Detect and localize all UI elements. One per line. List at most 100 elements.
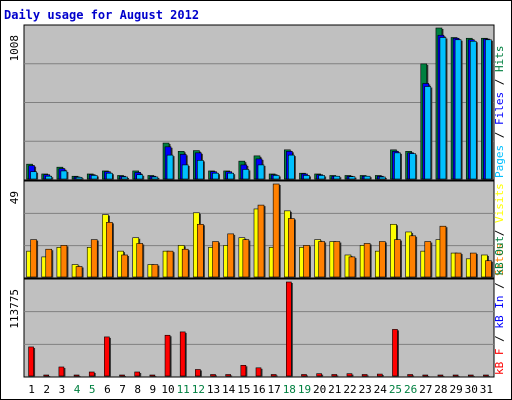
bar-visits-sites-sites-12 <box>197 223 204 278</box>
bar-hits-files-pages-pages-3 <box>60 170 68 180</box>
bar-visits-sites-sites-19 <box>303 245 310 278</box>
legend-item: Pages <box>493 145 506 178</box>
bar-kbf-kbin-kbout-kb-f-13 <box>210 374 216 377</box>
bar-hits-files-pages-pages-14 <box>227 172 234 180</box>
x-tick-label: 8 <box>134 383 141 396</box>
chart-title: Daily usage for August 2012 <box>4 8 200 22</box>
x-tick-label: 28 <box>434 383 447 396</box>
legend-item: / <box>493 223 506 243</box>
bar-hits-files-pages-pages-17 <box>272 175 280 180</box>
legend-item: Visits <box>493 183 506 223</box>
bar-visits-sites-sites-22 <box>348 256 356 278</box>
bar-hits-files-pages-pages-22 <box>348 176 356 180</box>
bar-visits-sites-sites-8 <box>136 243 144 278</box>
bar-visits-sites-sites-16 <box>257 204 265 278</box>
bar-visits-sites-sites-29 <box>454 252 462 278</box>
bar-kbf-kbin-kbout-kb-f-14 <box>225 374 231 377</box>
bar-hits-files-pages-pages-1 <box>30 171 37 180</box>
bar-shadow <box>454 376 460 377</box>
bar-kbf-kbin-kbout-kb-f-30 <box>467 374 474 377</box>
x-tick-label: 20 <box>313 383 326 396</box>
x-tick-label: 19 <box>298 383 311 396</box>
bar-shadow <box>151 376 157 377</box>
x-tick-label: 13 <box>207 383 220 396</box>
bar-hits-files-pages-pages-27 <box>424 86 432 180</box>
chart-panel-kbf-kbin-kbout: 113775 kB F / kB In / kB Out <box>8 236 506 378</box>
bar-kbf-kbin-kbout-kb-f-20 <box>316 373 322 377</box>
bar-hits-files-pages-pages-23 <box>363 175 371 180</box>
legend-item: Hits <box>493 46 506 73</box>
x-tick-label: 21 <box>328 383 341 396</box>
legend-item: / <box>493 329 506 349</box>
bar-hits-files-pages-pages-20 <box>318 175 325 180</box>
bar-hits-files-pages-pages-7 <box>121 176 128 180</box>
bar-kbf-kbin-kbout-kb-f-8 <box>134 371 141 377</box>
bar-kbf-kbin-kbout-kb-f-4 <box>73 374 80 377</box>
bar-hits-files-pages-pages-24 <box>378 176 386 180</box>
bar-shadow <box>484 376 490 377</box>
legend-item: Files <box>493 92 506 125</box>
bar-kbf-kbin-kbout-kb-f-18 <box>286 281 292 377</box>
x-tick-label: 25 <box>389 383 402 396</box>
bar-kbf-kbin-kbout-kb-f-5 <box>88 371 95 377</box>
bar-visits-sites-sites-15 <box>242 239 250 278</box>
x-tick-label: 2 <box>43 383 50 396</box>
bar-shadow <box>469 376 475 377</box>
bar-shadow <box>121 376 127 377</box>
x-tick-label: 27 <box>419 383 432 396</box>
x-tick-label: 30 <box>465 383 478 396</box>
bar-kbf-kbin-kbout-kb-f-16 <box>255 367 262 377</box>
bar-visits-sites-sites-25 <box>394 239 401 278</box>
bar-kbf-kbin-kbout-kb-f-26 <box>407 374 413 377</box>
x-tick-label: 3 <box>59 383 66 396</box>
bar-visits-sites-sites-1 <box>30 239 37 278</box>
bar-kbf-kbin-kbout-kb-f-25 <box>392 329 398 377</box>
bar-kbf-kbin-kbout-kb-f-9 <box>149 374 156 377</box>
legend-visits-sites: Sites / Visits <box>493 183 506 276</box>
legend-item: / <box>493 72 506 92</box>
bar-shadow <box>75 376 81 377</box>
y-max-label: 113775 <box>8 289 21 329</box>
x-tick-label: 11 <box>177 383 190 396</box>
bar-hits-files-pages-pages-28 <box>439 37 447 180</box>
bar-hits-files-pages-pages-11 <box>181 164 189 180</box>
legend-item: kB In <box>493 296 506 329</box>
bar-hits-files-pages-pages-9 <box>151 176 159 180</box>
bar-hits-files-pages-pages-2 <box>45 175 53 180</box>
bar-kbf-kbin-kbout-kb-f-12 <box>195 369 201 377</box>
x-tick-label: 1 <box>28 383 35 396</box>
bar-kbf-kbin-kbout-kb-f-24 <box>376 373 383 377</box>
x-tick-label: 4 <box>74 383 81 396</box>
x-tick-label: 6 <box>104 383 111 396</box>
x-tick-label: 16 <box>252 383 265 396</box>
bar-hits-files-pages-pages-6 <box>106 172 113 180</box>
x-tick-label: 10 <box>161 383 174 396</box>
bar-visits-sites-sites-20 <box>318 241 325 278</box>
panel-background <box>23 278 495 378</box>
legend-item: Sites <box>493 243 506 276</box>
bar-visits-sites-sites-5 <box>90 239 98 278</box>
bar-visits-sites-sites-24 <box>378 241 386 278</box>
x-tick-label: 7 <box>119 383 126 396</box>
bar-kbf-kbin-kbout-kb-f-10 <box>164 334 171 377</box>
bar-kbf-kbin-kbout-kb-f-15 <box>240 365 247 377</box>
legend-kbf-kbin-kbout: kB F / kB In / kB Out <box>493 236 506 375</box>
chart-panel-visits-sites: 49 Sites / Visits <box>8 180 506 279</box>
bar-kbf-kbin-kbout-kb-f-19 <box>301 374 307 377</box>
bar-shadow <box>45 376 51 377</box>
bar-hits-files-pages-pages-4 <box>75 176 83 180</box>
bar-kbf-kbin-kbout-kb-f-29 <box>452 374 459 377</box>
bar-hits-files-pages-pages-12 <box>197 160 204 180</box>
bar-visits-sites-sites-13 <box>212 241 219 278</box>
bar-visits-sites-sites-26 <box>409 235 416 278</box>
legend-item: / <box>493 276 506 296</box>
legend-item: kB Out <box>493 236 506 276</box>
bar-kbf-kbin-kbout-kb-f-6 <box>104 336 110 377</box>
bar-kbf-kbin-kbout-kb-f-3 <box>58 366 65 377</box>
bar-kbf-kbin-kbout-kb-f-17 <box>270 374 277 377</box>
legend-item: kB F <box>493 349 506 376</box>
bar-kbf-kbin-kbout-kb-f-28 <box>437 374 444 377</box>
bar-visits-sites-sites-10 <box>166 250 174 278</box>
bar-hits-files-pages-pages-18 <box>288 154 295 180</box>
